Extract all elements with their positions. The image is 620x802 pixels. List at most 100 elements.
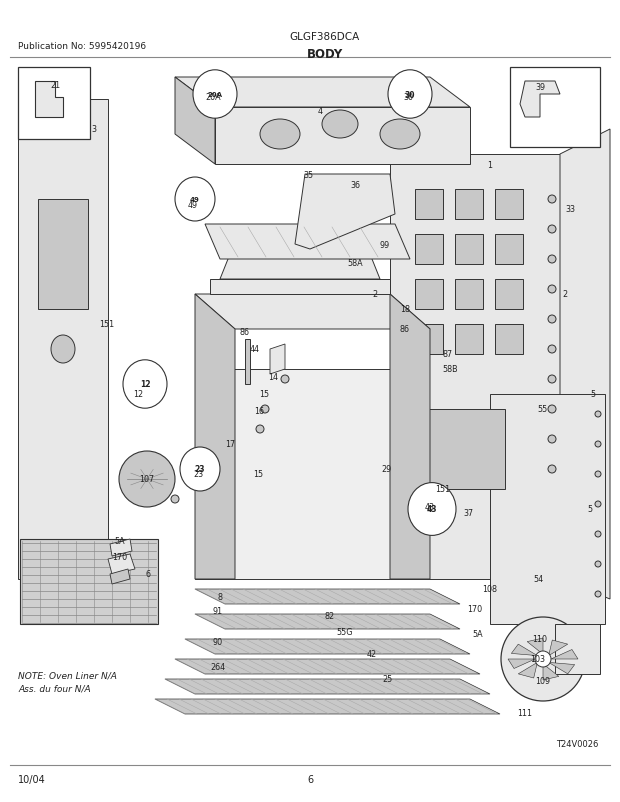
Bar bbox=[415, 190, 443, 220]
Polygon shape bbox=[35, 82, 63, 118]
Polygon shape bbox=[195, 294, 430, 330]
Polygon shape bbox=[270, 345, 285, 375]
Polygon shape bbox=[490, 395, 605, 624]
Ellipse shape bbox=[261, 406, 269, 414]
Text: BODY: BODY bbox=[307, 48, 343, 61]
Bar bbox=[495, 235, 523, 265]
Ellipse shape bbox=[548, 225, 556, 233]
Text: 43: 43 bbox=[425, 503, 435, 512]
Text: 151: 151 bbox=[435, 485, 451, 494]
Text: 15: 15 bbox=[259, 390, 269, 399]
Text: T24V0026: T24V0026 bbox=[556, 739, 598, 748]
Ellipse shape bbox=[595, 472, 601, 477]
Bar bbox=[415, 325, 443, 354]
Text: 5: 5 bbox=[587, 505, 593, 514]
Polygon shape bbox=[543, 664, 559, 680]
Polygon shape bbox=[175, 78, 215, 164]
Text: GLGF386DCA: GLGF386DCA bbox=[290, 32, 360, 42]
Bar bbox=[245, 339, 250, 384]
Text: 12: 12 bbox=[140, 380, 150, 389]
Text: 99: 99 bbox=[380, 241, 390, 249]
Polygon shape bbox=[508, 659, 535, 669]
Bar bbox=[20, 539, 158, 624]
Text: 42: 42 bbox=[367, 650, 377, 658]
Text: 110: 110 bbox=[533, 634, 547, 644]
Polygon shape bbox=[110, 569, 130, 585]
Ellipse shape bbox=[260, 119, 300, 150]
Bar bbox=[555, 624, 600, 674]
Polygon shape bbox=[35, 565, 55, 589]
Text: 37: 37 bbox=[463, 508, 473, 516]
Ellipse shape bbox=[595, 441, 601, 448]
Text: 10/04: 10/04 bbox=[18, 774, 46, 784]
Ellipse shape bbox=[171, 496, 179, 504]
Text: 264: 264 bbox=[210, 662, 226, 671]
Text: 170: 170 bbox=[112, 553, 128, 561]
Text: 12: 12 bbox=[133, 390, 143, 399]
Text: eReplacementParts.com: eReplacementParts.com bbox=[225, 403, 395, 416]
Text: 17: 17 bbox=[225, 440, 235, 449]
Text: 39: 39 bbox=[535, 83, 545, 92]
Ellipse shape bbox=[548, 316, 556, 323]
Bar bbox=[510, 68, 600, 148]
Ellipse shape bbox=[595, 411, 601, 418]
Ellipse shape bbox=[408, 483, 456, 536]
Polygon shape bbox=[195, 589, 460, 604]
Polygon shape bbox=[549, 662, 575, 674]
Polygon shape bbox=[175, 78, 470, 107]
Text: 55: 55 bbox=[538, 405, 548, 414]
Text: 20A: 20A bbox=[205, 93, 221, 103]
Polygon shape bbox=[18, 100, 108, 579]
Text: 25: 25 bbox=[383, 674, 393, 683]
Polygon shape bbox=[390, 155, 560, 579]
Polygon shape bbox=[175, 659, 480, 674]
Polygon shape bbox=[165, 679, 490, 695]
Text: 5A: 5A bbox=[115, 537, 125, 546]
Text: 16: 16 bbox=[254, 407, 264, 416]
Ellipse shape bbox=[175, 178, 215, 221]
Text: 4: 4 bbox=[317, 107, 322, 116]
Ellipse shape bbox=[51, 335, 75, 363]
Text: 36: 36 bbox=[350, 180, 360, 189]
Polygon shape bbox=[512, 644, 538, 656]
Ellipse shape bbox=[535, 651, 551, 667]
Polygon shape bbox=[205, 225, 410, 260]
Ellipse shape bbox=[595, 501, 601, 508]
Polygon shape bbox=[520, 82, 560, 118]
Text: 2: 2 bbox=[562, 290, 567, 299]
Polygon shape bbox=[518, 662, 538, 678]
Text: 49: 49 bbox=[190, 196, 200, 203]
Text: 103: 103 bbox=[531, 654, 546, 664]
Ellipse shape bbox=[595, 591, 601, 597]
Polygon shape bbox=[527, 638, 543, 654]
Ellipse shape bbox=[548, 286, 556, 294]
Text: NOTE: Oven Liner N/A: NOTE: Oven Liner N/A bbox=[18, 671, 117, 680]
Bar bbox=[415, 410, 505, 489]
Text: 35: 35 bbox=[303, 170, 313, 180]
Text: 108: 108 bbox=[482, 585, 497, 593]
Polygon shape bbox=[110, 539, 132, 557]
Ellipse shape bbox=[119, 452, 175, 508]
Polygon shape bbox=[551, 650, 578, 659]
Polygon shape bbox=[195, 294, 235, 579]
Text: 87: 87 bbox=[443, 350, 453, 359]
Text: 107: 107 bbox=[140, 475, 154, 484]
Ellipse shape bbox=[595, 532, 601, 537]
Ellipse shape bbox=[548, 375, 556, 383]
Polygon shape bbox=[155, 699, 500, 714]
Ellipse shape bbox=[501, 618, 585, 701]
Text: Ass. du four N/A: Ass. du four N/A bbox=[18, 684, 91, 693]
Polygon shape bbox=[295, 175, 395, 249]
Polygon shape bbox=[220, 255, 380, 280]
Text: 2: 2 bbox=[373, 290, 378, 299]
Polygon shape bbox=[195, 614, 460, 630]
Bar bbox=[495, 325, 523, 354]
Text: 6: 6 bbox=[146, 569, 151, 579]
Bar bbox=[455, 235, 483, 265]
Text: 5: 5 bbox=[590, 390, 596, 399]
Text: 44: 44 bbox=[250, 345, 260, 354]
Text: 5A: 5A bbox=[472, 630, 484, 638]
Text: 49: 49 bbox=[188, 200, 198, 209]
Polygon shape bbox=[549, 640, 568, 656]
Ellipse shape bbox=[180, 448, 220, 492]
